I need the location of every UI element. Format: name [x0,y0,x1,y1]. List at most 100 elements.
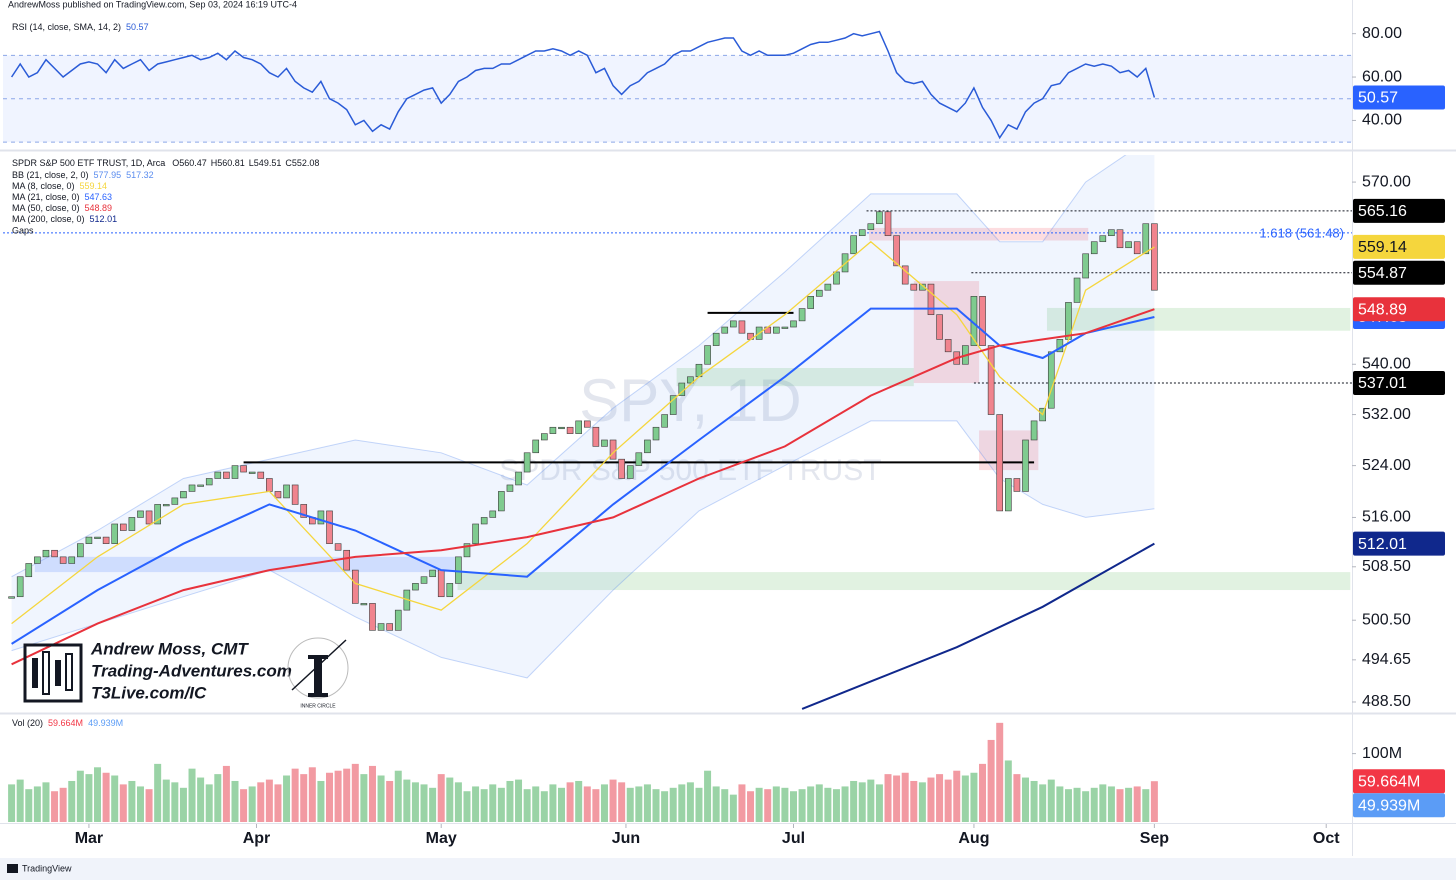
ma-tag: 512.01 [1358,536,1407,553]
volume-bar [308,767,316,822]
volume-bar [1150,781,1158,822]
candle [1047,351,1055,409]
candle [437,569,445,598]
indicator-legend: MA (8, close, 0) 559.14 [12,181,107,191]
volume-bar [231,780,239,822]
volume-tick-label: 100M [1362,745,1402,762]
volume-bar [807,786,815,822]
candle [317,510,325,525]
volume-bar [136,786,144,822]
rsi-pane: RSI (14, close, SMA, 14, 2) 50.57 [3,22,1352,143]
logo [23,643,83,703]
candle [343,549,350,571]
candle [644,439,651,454]
candle [919,283,926,291]
candle [171,497,179,505]
volume-ma-value: 49.939M [88,718,123,728]
indicator-name: MA (200, close, 0) [12,214,85,224]
candle [1005,478,1012,512]
ma-tag: 559.14 [1358,239,1407,256]
candle [85,536,93,544]
volume-bar [893,775,901,822]
candle [412,583,419,591]
candle [429,569,436,578]
candle [455,556,462,584]
price-tick-label: 508.50 [1362,558,1411,575]
candle [360,603,368,606]
gaps-legend: Gaps [12,225,34,235]
logo-candle [42,651,50,695]
candle [541,433,548,441]
volume-bar [411,782,419,822]
volume-bar [970,772,978,822]
volume-bar [738,784,746,822]
volume-bar [618,782,626,822]
candle [936,314,943,340]
volume-bar [643,784,651,822]
candle [94,536,101,539]
volume-bar [781,787,789,822]
volume-bar [454,782,462,822]
volume-bar [523,789,531,822]
candle [197,484,204,487]
volume-bar [94,767,102,822]
volume-bar [222,765,230,822]
candle [876,211,883,225]
candle [583,420,591,428]
volume-bar [51,791,59,822]
volume-bar [824,787,832,822]
volume-bar [317,780,325,822]
x-tick-label: Mar [75,830,103,847]
logo-candle [32,658,38,688]
volume-bar [747,791,755,822]
candle [257,471,265,479]
volume-bar [1004,760,1012,822]
candle [137,510,144,518]
volume-bar [334,770,342,822]
indicator-value: 559.14 [80,181,108,191]
candle [472,523,479,544]
volume-bar [884,774,892,822]
candle [558,426,565,430]
indicator-legend: BB (21, close, 2, 0) 577.95 517.32 [12,170,154,180]
indicator-value: 512.01 [90,214,118,224]
candle [394,609,402,631]
candle [807,296,814,309]
brand-name: Andrew Moss, CMT [90,639,249,658]
candle [815,289,823,297]
volume-bar [583,786,591,822]
volume-bar [875,784,883,822]
candle [386,623,393,631]
candle [68,556,76,564]
indicator-name: MA (50, close, 0) [12,203,80,213]
candle [1116,229,1124,249]
volume-bar [979,763,987,822]
candle [730,320,737,328]
volume-bar [1073,787,1081,822]
candle [523,452,531,473]
candle [34,556,41,564]
volume-bar [446,777,454,822]
volume-bar [944,779,952,822]
volume-bar [102,772,110,822]
volume-bar [76,770,84,822]
candle [128,517,136,531]
volume-bar [326,772,334,822]
x-tick-label: Aug [958,830,989,847]
indicator-name: MA (21, close, 0) [12,192,80,202]
volume-bar [515,779,523,822]
volume-bar [68,780,76,822]
moving-average [801,542,1155,710]
volume-bar [669,787,677,822]
volume-bar [205,784,213,822]
candle [102,536,110,544]
candle [231,465,239,479]
zone [869,227,1089,241]
x-tick-label: May [426,830,457,847]
volume-bar [377,775,385,822]
candle [1013,478,1021,492]
volume-bar [497,787,505,822]
volume-bar [240,789,248,822]
